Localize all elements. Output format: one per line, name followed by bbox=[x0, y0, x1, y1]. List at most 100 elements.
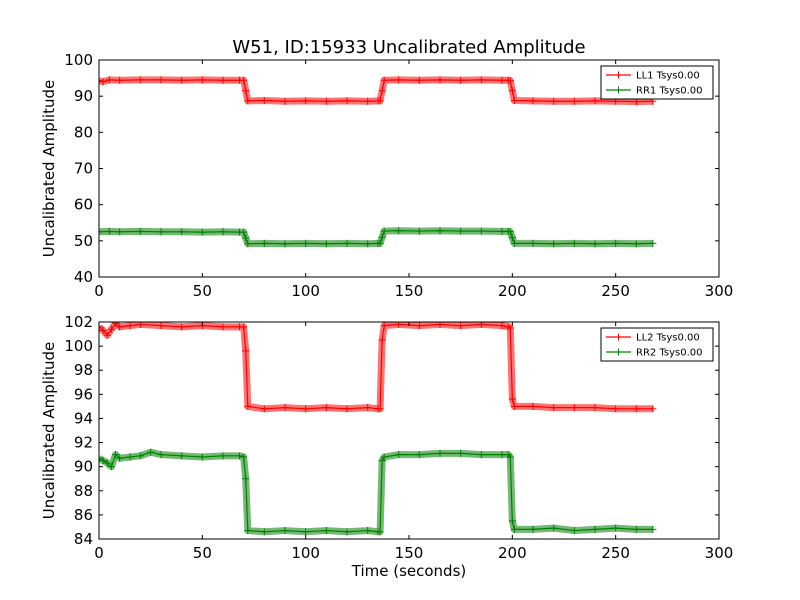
data-point bbox=[157, 322, 165, 330]
data-point bbox=[395, 451, 403, 459]
data-point bbox=[591, 240, 599, 248]
y-tick-label: 102 bbox=[64, 313, 93, 331]
data-point bbox=[498, 451, 506, 459]
data-point bbox=[116, 76, 124, 84]
y-tick-label: 100 bbox=[64, 51, 93, 69]
data-point bbox=[105, 227, 113, 235]
data-point bbox=[99, 326, 107, 334]
data-point bbox=[570, 97, 578, 105]
data-point bbox=[395, 227, 403, 235]
data-point bbox=[376, 97, 384, 105]
data-point bbox=[380, 76, 388, 84]
data-point bbox=[376, 239, 384, 247]
data-point bbox=[116, 323, 124, 331]
data-point bbox=[550, 240, 558, 248]
data-point bbox=[103, 459, 111, 467]
data-point bbox=[510, 239, 518, 247]
bottom-series-group bbox=[99, 322, 657, 536]
x-tick-label: 50 bbox=[193, 544, 212, 562]
x-axis-label: Time (seconds) bbox=[351, 562, 467, 580]
data-point bbox=[508, 395, 516, 403]
data-point bbox=[147, 448, 155, 456]
data-point bbox=[281, 240, 289, 248]
data-point bbox=[364, 404, 372, 412]
data-point bbox=[436, 76, 444, 84]
data-point bbox=[498, 227, 506, 235]
x-tick-label: 200 bbox=[498, 282, 527, 300]
legend-label: LL2 Tsys0.00 bbox=[636, 333, 700, 344]
data-point bbox=[244, 527, 252, 535]
data-point bbox=[107, 325, 115, 333]
x-tick-label: 0 bbox=[94, 544, 104, 562]
data-point bbox=[219, 76, 227, 84]
data-point bbox=[415, 227, 423, 235]
data-point bbox=[477, 227, 485, 235]
x-tick-label: 0 bbox=[94, 282, 104, 300]
data-point bbox=[477, 451, 485, 459]
data-point bbox=[612, 405, 620, 413]
y-tick-label: 90 bbox=[74, 87, 93, 105]
data-point bbox=[322, 404, 330, 412]
legend-label: LL1 Tsys0.00 bbox=[636, 71, 700, 82]
x-tick-label: 300 bbox=[705, 282, 734, 300]
y-tick-label: 60 bbox=[74, 196, 93, 214]
data-point bbox=[322, 527, 330, 535]
legend-label: RR2 Tsys0.00 bbox=[636, 348, 703, 359]
data-point bbox=[260, 97, 268, 105]
x-tick-label: 100 bbox=[291, 282, 320, 300]
data-point bbox=[376, 528, 384, 536]
data-point bbox=[178, 228, 186, 236]
data-point bbox=[378, 233, 386, 241]
data-point bbox=[591, 525, 599, 533]
legend-marker bbox=[615, 86, 622, 94]
data-point bbox=[281, 527, 289, 535]
legend-box bbox=[600, 65, 714, 100]
data-point bbox=[240, 323, 248, 331]
data-point bbox=[436, 227, 444, 235]
data-point bbox=[529, 525, 537, 533]
y-tick-label: 86 bbox=[74, 506, 93, 524]
x-tick-label: 300 bbox=[705, 544, 734, 562]
top-panel: 0 50 100 150 200 250 300 40 50 60 70 80 90 100 W51, I… bbox=[40, 37, 733, 300]
y-tick-label: 98 bbox=[74, 361, 93, 379]
top-y-axis-label: Uncalibrated Amplitude bbox=[40, 80, 58, 257]
data-point bbox=[649, 239, 657, 247]
data-point bbox=[457, 76, 465, 84]
top-series-group bbox=[99, 76, 657, 248]
data-point bbox=[302, 528, 310, 536]
data-point bbox=[103, 331, 111, 339]
legend-marker bbox=[615, 333, 622, 341]
data-point bbox=[380, 453, 388, 461]
data-point bbox=[112, 451, 120, 459]
x-tick-label: 100 bbox=[291, 544, 320, 562]
data-point bbox=[198, 228, 206, 236]
legend-marker bbox=[615, 71, 622, 79]
data-point bbox=[457, 227, 465, 235]
y-tick-label: 84 bbox=[74, 530, 93, 548]
data-point bbox=[510, 525, 518, 533]
data-point bbox=[236, 452, 244, 460]
data-point bbox=[178, 323, 186, 331]
data-point bbox=[364, 97, 372, 105]
data-point bbox=[378, 87, 386, 95]
data-point bbox=[378, 457, 386, 465]
legend-box bbox=[600, 327, 714, 362]
data-point bbox=[506, 77, 514, 85]
data-point bbox=[612, 239, 620, 247]
data-point bbox=[242, 347, 250, 355]
data-point bbox=[395, 76, 403, 84]
data-point bbox=[343, 405, 351, 413]
data-point bbox=[506, 324, 514, 332]
data-point bbox=[343, 528, 351, 536]
data-point bbox=[415, 451, 423, 459]
data-point bbox=[99, 323, 103, 331]
data-point bbox=[506, 453, 514, 461]
bottom-panel: 0 50 100 150 200 250 300 84 86 88 90 92 94 96 98 100 102… bbox=[40, 313, 733, 580]
data-point bbox=[591, 404, 599, 412]
data-point bbox=[632, 405, 640, 413]
data-point bbox=[107, 463, 115, 471]
x-tick-label: 200 bbox=[498, 544, 527, 562]
data-point bbox=[570, 239, 578, 247]
y-tick-label: 40 bbox=[74, 268, 93, 286]
